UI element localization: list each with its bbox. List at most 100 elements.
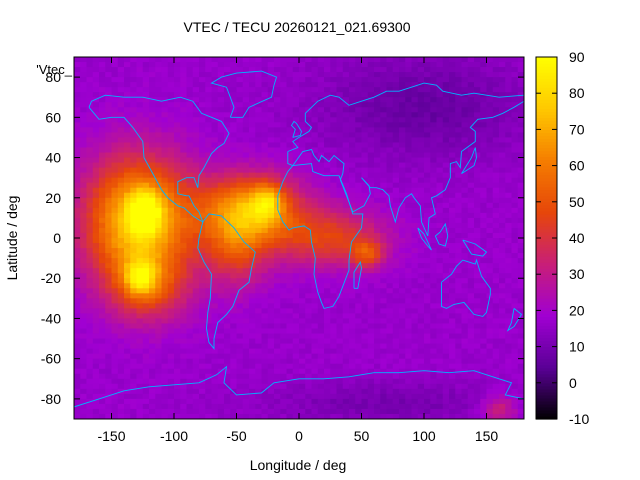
heatmap-cell bbox=[492, 212, 500, 219]
heatmap-cell bbox=[311, 313, 319, 320]
heatmap-cell bbox=[280, 107, 288, 113]
heatmap-cell bbox=[449, 177, 456, 184]
heatmap-cell bbox=[142, 363, 150, 370]
heatmap-cell bbox=[167, 243, 175, 249]
heatmap-cell bbox=[374, 202, 381, 209]
heatmap-cell bbox=[192, 383, 200, 390]
heatmap-cell bbox=[280, 167, 288, 174]
heatmap-cell bbox=[305, 227, 313, 234]
heatmap-cell bbox=[374, 378, 381, 385]
heatmap-cell bbox=[136, 62, 144, 68]
heatmap-cell bbox=[192, 92, 200, 98]
heatmap-cell bbox=[167, 293, 175, 299]
heatmap-cell bbox=[442, 348, 450, 355]
heatmap-cell bbox=[105, 137, 113, 144]
heatmap-cell bbox=[124, 298, 131, 304]
heatmap-cell bbox=[336, 278, 344, 284]
heatmap-cell bbox=[149, 348, 156, 355]
heatmap-cell bbox=[311, 383, 319, 390]
heatmap-cell bbox=[424, 318, 431, 325]
heatmap-cell bbox=[167, 97, 175, 103]
heatmap-cell bbox=[286, 388, 294, 395]
heatmap-cell bbox=[192, 122, 200, 128]
heatmap-cell bbox=[392, 147, 400, 154]
heatmap-cell bbox=[86, 152, 94, 159]
heatmap-cell bbox=[261, 82, 269, 88]
heatmap-cell bbox=[149, 303, 156, 309]
heatmap-cell bbox=[336, 263, 344, 269]
heatmap-cell bbox=[230, 373, 238, 380]
heatmap-cell bbox=[74, 308, 81, 315]
heatmap-cell bbox=[80, 167, 88, 174]
heatmap-cell bbox=[342, 217, 350, 224]
heatmap-cell bbox=[367, 333, 375, 340]
heatmap-cell bbox=[130, 398, 138, 405]
heatmap-cell bbox=[230, 187, 238, 194]
heatmap-cell bbox=[261, 102, 269, 108]
heatmap-cell bbox=[255, 298, 263, 304]
heatmap-cell bbox=[142, 323, 150, 330]
heatmap-cell bbox=[205, 167, 213, 174]
heatmap-cell bbox=[511, 313, 519, 320]
heatmap-cell bbox=[392, 348, 400, 355]
heatmap-cell bbox=[99, 393, 106, 400]
heatmap-cell bbox=[455, 363, 463, 370]
heatmap-cell bbox=[99, 378, 106, 385]
heatmap-cell bbox=[480, 373, 488, 380]
heatmap-cell bbox=[124, 212, 131, 219]
heatmap-cell bbox=[324, 348, 331, 355]
heatmap-cell bbox=[330, 333, 338, 340]
heatmap-cell bbox=[136, 363, 144, 370]
heatmap-cell bbox=[267, 303, 275, 309]
heatmap-cell bbox=[305, 82, 313, 88]
heatmap-cell bbox=[211, 398, 219, 405]
heatmap-cell bbox=[480, 343, 488, 350]
heatmap-cell bbox=[505, 217, 513, 224]
heatmap-cell bbox=[124, 373, 131, 380]
heatmap-cell bbox=[174, 253, 181, 259]
heatmap-cell bbox=[292, 107, 300, 113]
heatmap-cell bbox=[374, 318, 381, 325]
heatmap-cell bbox=[167, 92, 175, 98]
heatmap-cell bbox=[124, 313, 131, 320]
heatmap-cell bbox=[342, 112, 350, 118]
heatmap-cell bbox=[86, 137, 94, 144]
heatmap-cell bbox=[130, 363, 138, 370]
heatmap-cell bbox=[224, 248, 231, 254]
heatmap-cell bbox=[430, 253, 438, 259]
heatmap-cell bbox=[280, 298, 288, 304]
heatmap-cell bbox=[205, 82, 213, 88]
heatmap-cell bbox=[380, 298, 388, 304]
heatmap-cell bbox=[399, 67, 406, 73]
heatmap-cell bbox=[299, 313, 306, 320]
heatmap-cell bbox=[149, 278, 156, 284]
heatmap-cell bbox=[380, 92, 388, 98]
heatmap-cell bbox=[92, 117, 100, 123]
heatmap-cell bbox=[111, 293, 119, 299]
heatmap-cell bbox=[86, 308, 94, 315]
heatmap-cell bbox=[299, 182, 306, 189]
heatmap-cell bbox=[255, 313, 263, 320]
heatmap-cell bbox=[117, 363, 125, 370]
heatmap-cell bbox=[336, 308, 344, 315]
heatmap-cell bbox=[349, 77, 356, 83]
heatmap-cell bbox=[305, 72, 313, 78]
heatmap-cell bbox=[467, 77, 475, 83]
heatmap-cell bbox=[192, 57, 200, 63]
heatmap-cell bbox=[124, 167, 131, 174]
heatmap-cell bbox=[186, 358, 194, 365]
heatmap-cell bbox=[467, 167, 475, 174]
heatmap-cell bbox=[124, 338, 131, 345]
heatmap-cell bbox=[430, 212, 438, 219]
heatmap-cell bbox=[367, 77, 375, 83]
heatmap-cell bbox=[436, 187, 444, 194]
heatmap-cell bbox=[142, 378, 150, 385]
heatmap-cell bbox=[92, 238, 100, 244]
heatmap-cell bbox=[392, 107, 400, 113]
heatmap-cell bbox=[436, 177, 444, 184]
heatmap-cell bbox=[274, 107, 281, 113]
heatmap-cell bbox=[161, 253, 169, 259]
heatmap-cell bbox=[361, 298, 369, 304]
heatmap-cell bbox=[211, 373, 219, 380]
heatmap-cell bbox=[380, 157, 388, 164]
